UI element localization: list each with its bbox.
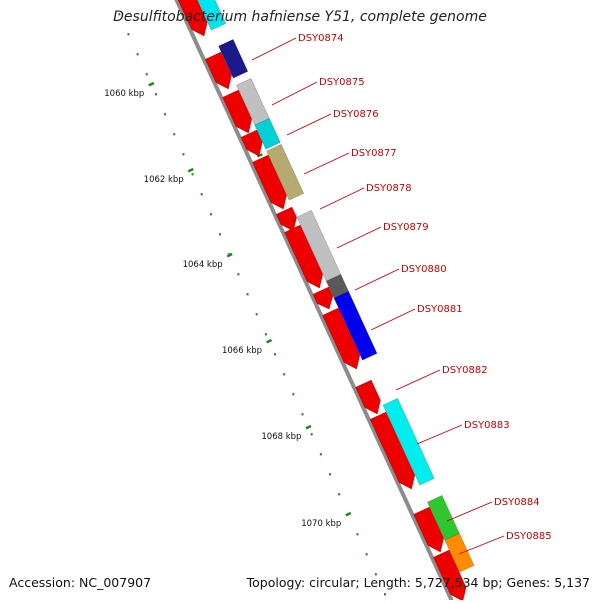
strand-tick (256, 153, 263, 158)
scale-dot (264, 333, 267, 336)
gene-label-group: DSY0874 DSY0875 DSY0876 DSY0877 DSY0878 DSY08… (298, 33, 552, 542)
scale-dot (145, 73, 148, 76)
scale-dot (383, 593, 386, 596)
gene-label[interactable]: DSY0875 (319, 77, 365, 88)
gene-arrow[interactable] (433, 549, 471, 602)
scale-dot (219, 233, 222, 236)
gene-label[interactable]: DSY0880 (401, 264, 447, 275)
genome-backbone (174, 0, 456, 604)
scale-dot (310, 433, 313, 436)
gene-label[interactable]: DSY0879 (383, 222, 429, 233)
gene-label[interactable]: DSY0884 (494, 497, 540, 508)
scale-dot (191, 173, 194, 176)
scale-dot (154, 93, 157, 96)
scale-label: 1062 kbp (144, 175, 184, 185)
label-leader-line (336, 226, 382, 249)
cog-bar (188, 0, 227, 31)
scale-dot (164, 113, 167, 116)
gene-arrow[interactable] (322, 307, 365, 372)
scale-dot (127, 33, 130, 36)
scale-label: 1064 kbp (183, 260, 223, 270)
gene-label[interactable]: DSY0881 (417, 304, 463, 315)
label-leader-line (251, 37, 297, 61)
gene-arrow[interactable] (222, 89, 256, 136)
scale-tick (148, 81, 155, 87)
scale-label: 1066 kbp (222, 346, 262, 356)
accession-text: Accession: NC_007907 (9, 575, 152, 590)
scale-dot (209, 213, 212, 216)
cog-bar (236, 78, 270, 126)
cog-bar (266, 144, 305, 201)
scale-tick (187, 167, 194, 173)
gene-arrow[interactable] (172, 0, 211, 39)
cog-bar (444, 533, 475, 573)
gene-label[interactable]: DSY0876 (333, 109, 379, 120)
genome-summary-text: Topology: circular; Length: 5,727,534 bp… (246, 575, 590, 590)
label-leader-line (286, 113, 332, 136)
gene-label[interactable]: DSY0874 (298, 33, 344, 44)
gene-arrow[interactable] (240, 129, 267, 159)
scale-dot (200, 193, 203, 196)
label-leader-line (303, 152, 350, 175)
cog-bar (382, 398, 435, 486)
scale-label: 1068 kbp (261, 432, 301, 442)
cog-bar (427, 495, 460, 541)
scale-label: 1070 kbp (301, 519, 341, 529)
scale-dot (319, 453, 322, 456)
scale-dot (255, 313, 258, 316)
genome-title: Desulfitobacterium hafniense Y51, comple… (113, 9, 487, 25)
gene-arrow[interactable] (413, 506, 448, 555)
scale-dot (118, 13, 121, 16)
gene-arrows (172, 0, 471, 602)
gene-label[interactable]: DSY0878 (366, 183, 412, 194)
gene-arrow[interactable] (252, 154, 291, 212)
scale-dot (182, 153, 185, 156)
cog-bar (254, 118, 281, 150)
gene-arrow[interactable] (312, 286, 337, 312)
gene-arrow[interactable] (369, 411, 419, 492)
scale-dot (301, 413, 304, 416)
scale-dot (374, 573, 377, 576)
scale-dot (274, 353, 277, 356)
label-leader-line (354, 268, 400, 291)
label-leader-line (416, 424, 463, 445)
label-leader-line (395, 369, 441, 391)
gene-arrow[interactable] (284, 224, 327, 291)
scale-tick (266, 338, 273, 344)
label-leader-line (458, 535, 505, 555)
gene-label[interactable]: DSY0883 (464, 420, 510, 431)
label-leader-line (319, 187, 365, 210)
scale-dot (173, 133, 176, 136)
scale-label: 1060 kbp (104, 89, 144, 99)
gene-label[interactable]: DSY0885 (506, 531, 552, 542)
gene-arrow[interactable] (355, 379, 385, 417)
scale-dot (328, 473, 331, 476)
gene-label[interactable]: DSY0877 (351, 148, 397, 159)
cog-bar (333, 291, 378, 361)
scale-dot (283, 373, 286, 376)
label-leaders (251, 37, 505, 555)
scale-tick (345, 511, 352, 517)
scale-tick (305, 424, 312, 430)
label-leader-line (271, 81, 318, 106)
cog-bars (188, 0, 475, 573)
scale-tick (226, 252, 233, 258)
scale-dot (246, 293, 249, 296)
scale-dot (136, 53, 139, 56)
label-leader-line (446, 501, 493, 522)
gene-label[interactable]: DSY0882 (442, 365, 488, 376)
scale-dot (365, 553, 368, 556)
scale-dot (356, 533, 359, 536)
scale-dot (237, 273, 240, 276)
gene-arrow[interactable] (205, 51, 236, 92)
cog-bar (218, 39, 249, 79)
scale-dot (292, 393, 295, 396)
scale-dot (338, 493, 341, 496)
label-leader-line (370, 308, 416, 331)
gene-arrow[interactable] (276, 206, 301, 234)
